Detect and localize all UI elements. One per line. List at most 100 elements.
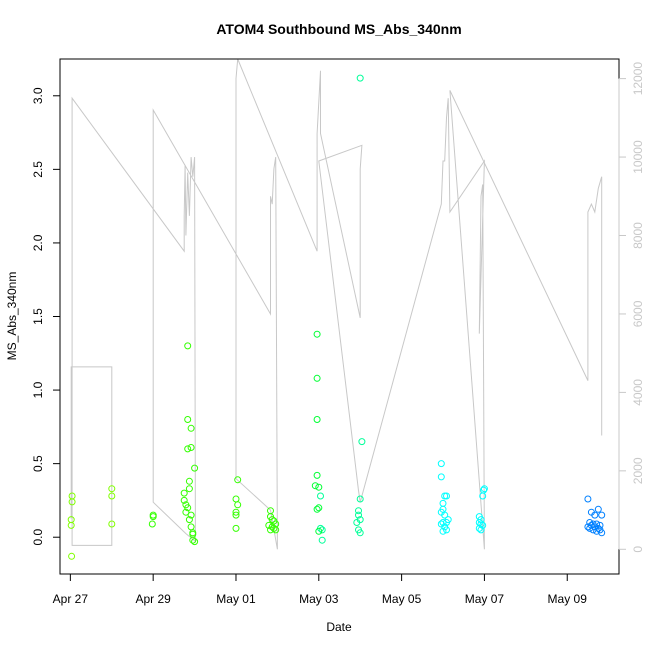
right-axis-line-series [70, 58, 603, 550]
data-point [477, 526, 485, 534]
data-point [184, 416, 192, 423]
data-point [267, 526, 274, 534]
right-y-tick-label: 10000 [631, 140, 645, 174]
data-point [594, 505, 602, 513]
data-point [311, 482, 319, 490]
data-point [232, 511, 240, 519]
data-point [356, 529, 364, 537]
data-point [108, 492, 116, 500]
data-point [182, 508, 190, 516]
data-point [184, 504, 192, 512]
data-point [318, 526, 326, 534]
data-point [185, 485, 193, 493]
x-axis-label: Date [326, 620, 352, 634]
data-point [148, 520, 156, 528]
data-point [355, 511, 362, 519]
data-point [187, 523, 195, 531]
data-point [234, 476, 242, 484]
data-point [439, 499, 447, 507]
data-point [358, 438, 366, 446]
data-point [437, 473, 445, 481]
data-point [356, 495, 364, 503]
data-point [313, 505, 321, 513]
data-point [191, 464, 199, 472]
data-point [149, 513, 157, 521]
data-point [313, 416, 321, 423]
data-point [313, 374, 321, 382]
right-y-tick-label: 2000 [631, 457, 645, 484]
data-point [272, 526, 280, 534]
data-point [232, 495, 240, 503]
y-axis: 0.0 0.5 1.0 1.5 2.0 2.5 3.0 [31, 87, 61, 546]
data-point [355, 507, 362, 515]
data-point [68, 498, 76, 506]
y-tick-label: 0.5 [31, 455, 45, 472]
data-point [189, 536, 197, 544]
data-point [479, 492, 487, 500]
x-tick-label: Apr 29 [135, 592, 171, 606]
x-tick-label: May 07 [465, 592, 505, 606]
data-point [232, 524, 240, 532]
right-y-tick-label: 6000 [631, 300, 645, 327]
y-tick-label: 0.0 [31, 529, 45, 546]
right-y-tick-label: 0 [631, 546, 645, 553]
data-point [589, 526, 597, 534]
data-point [187, 444, 195, 451]
data-point [315, 504, 323, 512]
data-point [268, 516, 276, 524]
right-y-tick-label: 12000 [631, 62, 645, 96]
data-point [591, 511, 599, 519]
data-point [584, 495, 592, 503]
data-point [584, 523, 592, 531]
data-point [180, 496, 188, 504]
data-point [185, 516, 193, 524]
data-point [315, 483, 323, 491]
data-point [184, 342, 192, 350]
data-point [191, 538, 199, 546]
y-axis-label: MS_Abs_340nm [5, 272, 19, 361]
data-point [108, 485, 116, 493]
x-tick-label: May 09 [548, 592, 588, 606]
x-tick-label: May 01 [216, 592, 256, 606]
data-point [180, 489, 188, 497]
data-point [313, 330, 321, 338]
data-point [317, 492, 324, 500]
data-point [437, 460, 445, 468]
chart-title: ATOM4 Southbound MS_Abs_340nm [216, 21, 461, 37]
series-line [70, 58, 603, 550]
y-tick-label: 1.0 [31, 381, 45, 398]
data-point [441, 492, 449, 500]
data-point [270, 524, 278, 532]
right-y-tick-label: 4000 [631, 379, 645, 406]
data-point [439, 527, 447, 535]
plot-frame [59, 58, 620, 575]
data-point [443, 526, 450, 534]
data-point [593, 527, 601, 535]
data-point [185, 477, 193, 485]
data-point [265, 521, 273, 529]
data-point [108, 520, 116, 528]
data-point [356, 74, 364, 82]
right-y-axis: 0 2000 4000 6000 8000 10000 12000 [618, 62, 645, 553]
data-point [439, 519, 447, 526]
data-point [184, 445, 192, 453]
data-point [315, 527, 323, 535]
right-y-tick-label: 8000 [631, 222, 645, 249]
data-point [187, 511, 195, 519]
data-point [232, 508, 240, 516]
data-point [68, 552, 76, 560]
x-tick-label: May 03 [299, 592, 339, 606]
data-point [598, 529, 606, 537]
data-point [586, 524, 594, 532]
y-tick-label: 1.5 [31, 308, 45, 325]
y-tick-label: 2.5 [31, 161, 45, 178]
x-axis: Apr 27 Apr 29 May 01 May 03 May 05 May 07 May … [53, 573, 588, 606]
x-tick-label: May 05 [382, 592, 422, 606]
data-point [313, 471, 321, 479]
data-point [480, 485, 488, 493]
scatter-series [67, 74, 606, 560]
data-point [441, 511, 449, 519]
data-point [598, 511, 606, 519]
data-point [67, 521, 75, 529]
